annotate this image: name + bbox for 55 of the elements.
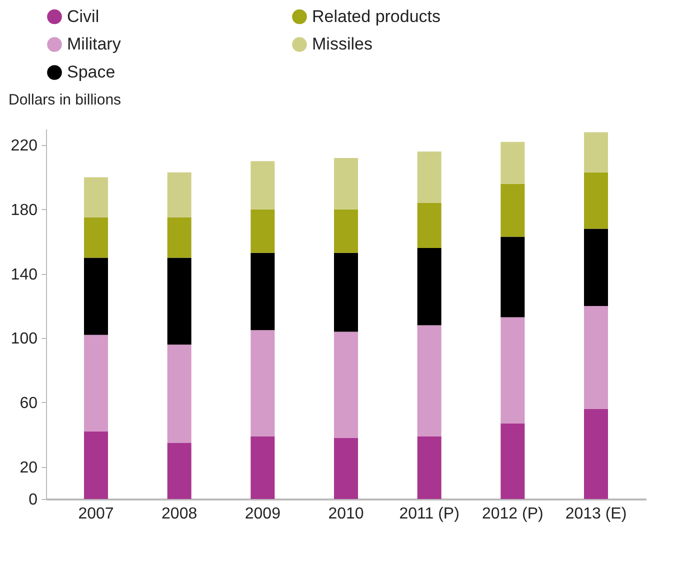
y-tick-label: 220 bbox=[10, 138, 38, 155]
x-tick-label: 2011 (P) bbox=[399, 506, 460, 522]
bar bbox=[84, 334, 108, 432]
bar bbox=[250, 436, 275, 499]
bar bbox=[84, 258, 108, 335]
bar bbox=[84, 431, 108, 499]
bar bbox=[584, 132, 608, 172]
bar bbox=[334, 252, 358, 332]
bar bbox=[167, 172, 192, 218]
bar bbox=[417, 325, 442, 436]
bar bbox=[584, 172, 608, 229]
bar bbox=[500, 317, 525, 424]
bar bbox=[334, 209, 358, 253]
bar bbox=[167, 344, 192, 443]
x-tick-label: 2009 bbox=[244, 506, 281, 522]
x-tick-label: 2010 bbox=[328, 506, 364, 522]
bar bbox=[417, 436, 442, 499]
bar bbox=[334, 332, 358, 438]
legend-label: Missiles bbox=[312, 34, 372, 54]
bar bbox=[500, 142, 525, 184]
y-tick-label: 140 bbox=[10, 266, 38, 284]
bar bbox=[500, 184, 525, 237]
x-tick-label: 2012 (P) bbox=[482, 506, 544, 522]
y-tick-label: 20 bbox=[20, 459, 38, 476]
bar bbox=[417, 203, 442, 248]
x-tick-label: 2007 bbox=[78, 506, 114, 522]
y-tick-label: 0 bbox=[28, 492, 38, 508]
y-tick-label: 60 bbox=[20, 394, 38, 412]
bar bbox=[250, 209, 275, 253]
bar bbox=[250, 161, 275, 210]
bar bbox=[500, 236, 525, 318]
y-tick-label: 180 bbox=[10, 202, 38, 219]
x-tick-label: 2013 (E) bbox=[565, 506, 627, 522]
bar bbox=[584, 228, 608, 306]
y-axis-title: Dollars in billions bbox=[8, 92, 122, 108]
y-tick-label: 100 bbox=[10, 330, 38, 348]
bar bbox=[417, 152, 442, 203]
bar bbox=[84, 177, 108, 218]
bar bbox=[250, 330, 275, 436]
bar bbox=[84, 217, 108, 258]
bar bbox=[167, 217, 192, 258]
bar bbox=[334, 158, 358, 210]
legend-label: Military bbox=[67, 34, 122, 54]
bar bbox=[250, 252, 275, 330]
bar bbox=[584, 408, 608, 499]
bar bbox=[167, 258, 192, 345]
bar bbox=[167, 442, 192, 499]
bar bbox=[500, 423, 525, 499]
legend-label: Space bbox=[67, 62, 116, 82]
x-tick-label: 2008 bbox=[162, 506, 198, 522]
legend-label: Civil bbox=[67, 6, 100, 26]
bar bbox=[334, 438, 358, 499]
bar bbox=[417, 248, 442, 326]
bar bbox=[584, 306, 608, 409]
legend-label: Related products bbox=[312, 6, 441, 26]
